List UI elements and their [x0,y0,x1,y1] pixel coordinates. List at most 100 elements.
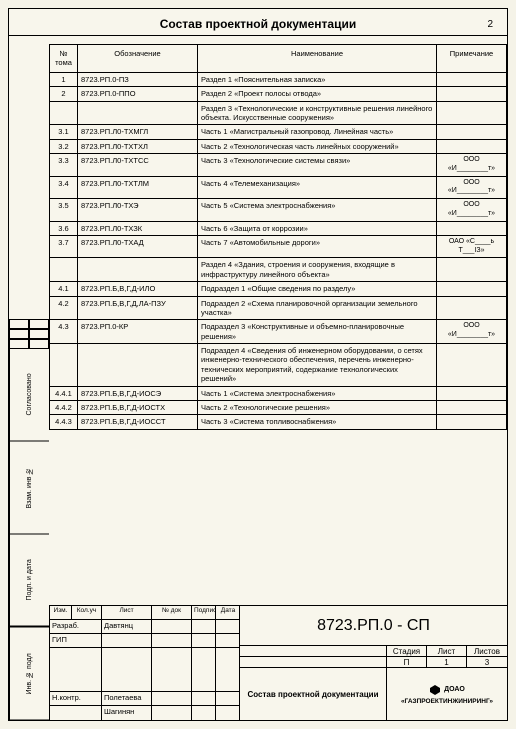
company-logo-icon [429,684,441,696]
cell-designation: 8723.РП.Л0-ТХМГЛ [78,125,198,139]
col-header-designation: Обозначение [78,45,198,73]
cell-note: ОАО «С____ь Т___ІЗ» [437,235,507,258]
table-row: 3.38723.РП.Л0-ТХТССЧасть 3 «Технологичес… [50,154,507,177]
cell-designation: 8723.РП.Б,В,Г,Д-ИЛО [78,282,198,296]
cell-designation: 8723.РП.Л0-ТХЭ [78,199,198,222]
cell-note [437,221,507,235]
val-list: 1 [427,657,467,667]
cell-name: Часть 1 «Магистральный газопровод. Линей… [198,125,437,139]
cell-note [437,386,507,400]
side-tab: Подп. и дата [9,534,49,627]
table-row: 18723.РП.0-ПЗРаздел 1 «Пояснительная зап… [50,72,507,86]
cell-num: 3.3 [50,154,78,177]
table-row: Раздел 4 «Здания, строения и сооружения,… [50,258,507,282]
cell-name: Раздел 2 «Проект полосы отвода» [198,87,437,101]
cell-note: ООО «И________т» [437,176,507,199]
table-row: 3.58723.РП.Л0-ТХЭЧасть 5 «Система электр… [50,199,507,222]
cell-num [50,258,78,282]
cell-note [437,282,507,296]
stage-sheet-block: Стадия Лист Листов П 1 3 [240,646,507,668]
cell-note [437,258,507,282]
cell-name: Часть 4 «Телемеханизация» [198,176,437,199]
documentation-table: № тома Обозначение Наименование Примечан… [49,44,507,430]
table-row: 4.4.18723.РП.Б,В,Г,Д-ИОСЭЧасть 1 «Систем… [50,386,507,400]
cell-note [437,139,507,153]
stamp-blank [50,648,240,692]
cell-num: 4.2 [50,296,78,320]
company-prefix: ДОАО [444,686,465,693]
cell-num: 2 [50,87,78,101]
cell-name: Подраздел 2 «Схема планировочной организ… [198,296,437,320]
cell-name: Раздел 1 «Пояснительная записка» [198,72,437,86]
cell-note [437,72,507,86]
cell-name: Часть 3 «Технологические системы связи» [198,154,437,177]
cell-name: Часть 7 «Автомобильные дороги» [198,235,437,258]
cell-num: 4.4.1 [50,386,78,400]
cell-num: 3.1 [50,125,78,139]
cell-name: Часть 5 «Система электроснабжения» [198,199,437,222]
stamp-row: Н.контр. Полетаева [50,692,240,706]
project-row: Состав проектной документации ДОАО «ГАЗП… [240,668,507,720]
cell-name: Часть 2 «Технологическая часть линейных … [198,139,437,153]
cell-designation: 8723.РП.Л0-ТХАД [78,235,198,258]
table-row: 28723.РП.0-ППОРаздел 2 «Проект полосы от… [50,87,507,101]
title-block-right: 8723.РП.0 - СП Стадия Лист Листов П 1 3 … [240,606,507,720]
cell-num: 3.5 [50,199,78,222]
cell-name: Раздел 3 «Технологические и конструктивн… [198,101,437,125]
col-header-name: Наименование [198,45,437,73]
cell-note [437,101,507,125]
label-listov: Листов [467,646,507,656]
cell-note [437,400,507,414]
cell-num: 4.4.3 [50,415,78,429]
table-row: 4.38723.РП.0-КРПодраздел 3 «Конструктивн… [50,320,507,344]
side-tab: Инв. № подл [9,627,49,721]
table-row: 4.4.38723.РП.Б,В,Г,Д-ИОССТЧасть 3 «Систе… [50,415,507,429]
label-stadiya: Стадия [387,646,427,656]
table-row: 4.18723.РП.Б,В,Г,Д-ИЛОПодраздел 1 «Общие… [50,282,507,296]
cell-designation: 8723.РП.Б,В,Г,Д-ИОСЭ [78,386,198,400]
cell-num [50,344,78,387]
cell-designation: 8723.РП.Л0-ТХТХЛ [78,139,198,153]
cell-designation: 8723.РП.Л0-ТХТЛМ [78,176,198,199]
table-row: 3.78723.РП.Л0-ТХАДЧасть 7 «Автомобильные… [50,235,507,258]
cell-name: Подраздел 4 «Сведения об инженерном обор… [198,344,437,387]
cell-note [437,415,507,429]
cell-designation: 8723.РП.0-ППО [78,87,198,101]
cell-num: 3.4 [50,176,78,199]
cell-designation: 8723.РП.Л0-ТХЗК [78,221,198,235]
cell-designation: 8723.РП.0-ПЗ [78,72,198,86]
cell-num: 4.3 [50,320,78,344]
cell-num: 4.1 [50,282,78,296]
side-small-grid [9,319,49,349]
cell-num: 3.7 [50,235,78,258]
project-title: Состав проектной документации [240,668,387,720]
document-page: 2 Состав проектной документации № тома О… [8,8,508,721]
table-row: Подраздел 4 «Сведения об инженерном обор… [50,344,507,387]
table-header-row: № тома Обозначение Наименование Примечан… [50,45,507,73]
table-row: 3.18723.РП.Л0-ТХМГЛЧасть 1 «Магистральны… [50,125,507,139]
page-title: Состав проектной документации [9,9,507,36]
cell-designation [78,258,198,282]
side-tabs: Согласовано Взам. инв № Подп. и дата Инв… [9,349,49,720]
stamp-header-row: Изм. Кол.уч Лист № док Подпись Дата [50,606,240,620]
cell-num: 4.4.2 [50,400,78,414]
cell-designation [78,344,198,387]
title-block: Изм. Кол.уч Лист № док Подпись Дата Разр… [49,605,507,720]
company-block: ДОАО «ГАЗПРОЕКТИНЖИНИРИНГ» [387,668,507,720]
col-header-num: № тома [50,45,78,73]
side-tab: Согласовано [9,349,49,442]
document-code: 8723.РП.0 - СП [240,606,507,646]
cell-note [437,87,507,101]
table-row: 4.4.28723.РП.Б,В,Г,Д-ИОСТХЧасть 2 «Техно… [50,400,507,414]
cell-note: ООО «И________т» [437,199,507,222]
val-listov: 3 [467,657,507,667]
side-tab: Взам. инв № [9,442,49,535]
cell-note [437,125,507,139]
page-number: 2 [487,19,493,30]
cell-name: Часть 3 «Система топливоснабжения» [198,415,437,429]
cell-designation: 8723.РП.Б,В,Г,Д-ИОСТХ [78,400,198,414]
stamp-row: Разраб. Давтянц [50,620,240,634]
table-row: Раздел 3 «Технологические и конструктивн… [50,101,507,125]
val-stadiya: П [387,657,427,667]
label-list: Лист [427,646,467,656]
